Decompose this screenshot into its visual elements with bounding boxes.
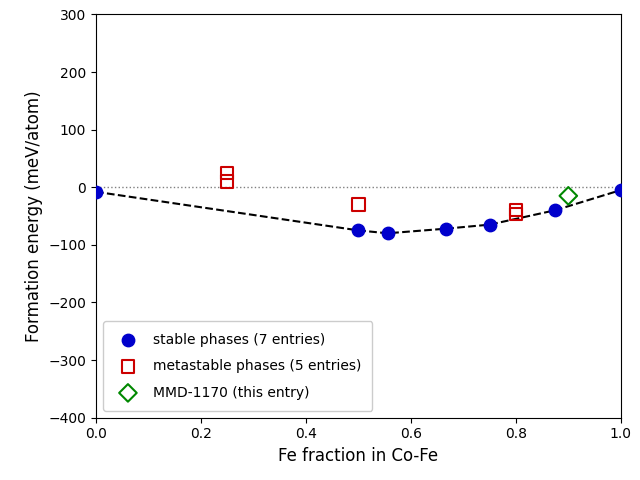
metastable phases (5 entries) — [511, 206, 521, 214]
metastable phases (5 entries) — [222, 178, 232, 185]
stable phases (7 entries) — [484, 221, 495, 228]
metastable phases (5 entries) — [222, 169, 232, 177]
stable phases (7 entries) — [383, 229, 393, 237]
metastable phases (5 entries) — [353, 201, 364, 208]
MMD-1170 (this entry) — [563, 192, 573, 200]
X-axis label: Fe fraction in Co-Fe: Fe fraction in Co-Fe — [278, 447, 438, 465]
stable phases (7 entries) — [441, 225, 451, 232]
Y-axis label: Formation energy (meV/atom): Formation energy (meV/atom) — [25, 90, 43, 342]
stable phases (7 entries) — [550, 206, 561, 214]
stable phases (7 entries) — [616, 186, 626, 194]
stable phases (7 entries) — [353, 227, 364, 234]
stable phases (7 entries) — [91, 188, 101, 196]
Legend: stable phases (7 entries), metastable phases (5 entries), MMD-1170 (this entry): stable phases (7 entries), metastable ph… — [103, 322, 372, 411]
metastable phases (5 entries) — [511, 210, 521, 218]
